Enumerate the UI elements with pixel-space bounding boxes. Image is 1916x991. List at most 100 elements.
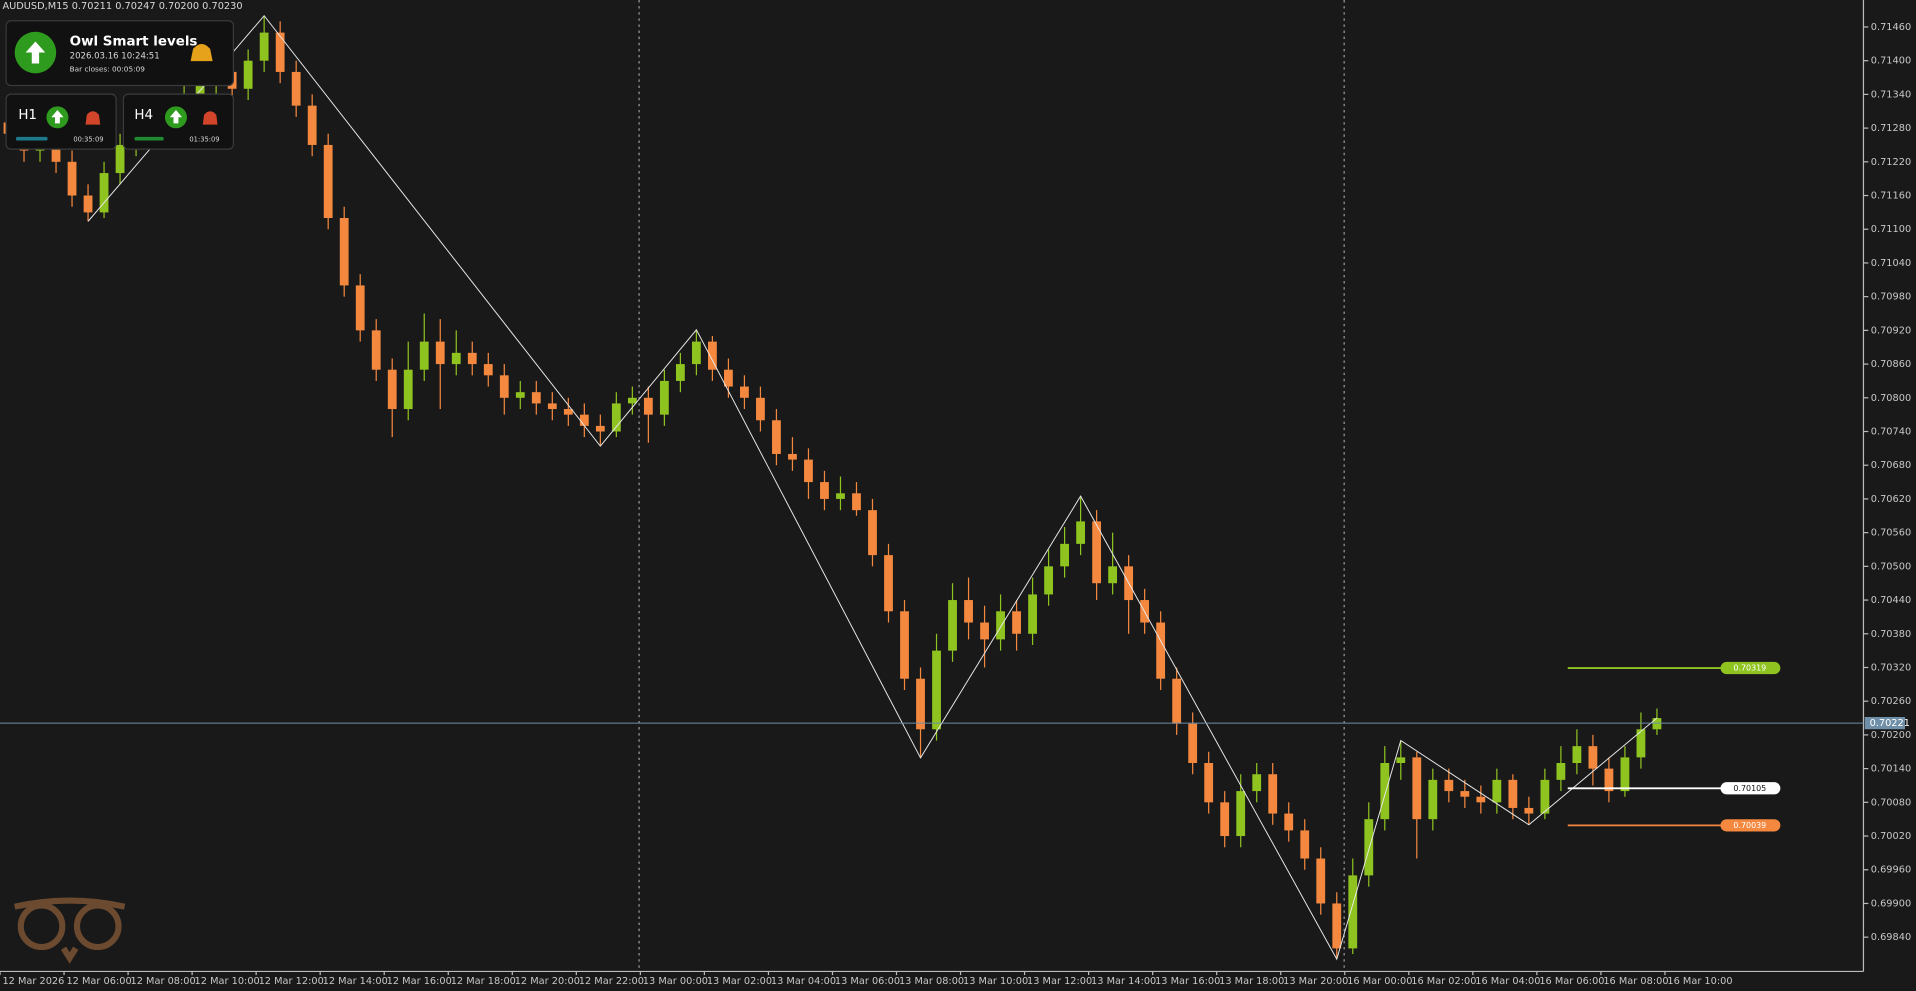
y-tick-label: 0.69960: [1871, 865, 1911, 876]
candle-body: [419, 341, 429, 370]
candle-body: [932, 650, 941, 730]
level-badge: [1720, 819, 1781, 832]
candle-body: [804, 459, 813, 483]
y-tick-label: 0.71100: [1871, 224, 1911, 235]
candle-body: [643, 397, 653, 415]
candle-body: [483, 364, 493, 376]
candle-body: [403, 369, 413, 410]
candle-body: [1508, 779, 1518, 808]
candle-body: [611, 403, 621, 432]
candle-body: [451, 352, 461, 365]
symbol-header: AUDUSD,M15 0.70211 0.70247 0.70200 0.702…: [2, 1, 242, 12]
candle-body: [115, 144, 125, 174]
h1-progress: [15, 136, 48, 141]
x-tick-label: 12 Mar 18:00: [451, 976, 516, 987]
candle-body: [788, 453, 797, 460]
candle-body: [1284, 813, 1294, 831]
x-tick-label: 12 Mar 10:00: [195, 976, 260, 987]
candle-body: [916, 678, 925, 730]
y-tick-label: 0.70260: [1871, 696, 1911, 707]
x-tick-label: 12 Mar 06:00: [66, 976, 131, 987]
candle-body: [259, 32, 269, 61]
candle-body: [675, 364, 685, 381]
y-tick-label: 0.70800: [1871, 393, 1911, 404]
x-tick-label: 12 Mar 20:00: [515, 976, 580, 987]
candle-body: [1380, 762, 1390, 820]
alarm-icon: [190, 43, 213, 62]
y-tick-label: 0.70020: [1871, 831, 1911, 842]
candle-body: [996, 611, 1005, 640]
candle-body: [900, 611, 909, 679]
candle-body: [1076, 521, 1086, 544]
candle-body: [964, 600, 973, 623]
candle-body: [467, 352, 477, 365]
h4-timer: 01:35:09: [189, 135, 219, 143]
candle-body: [275, 32, 285, 72]
x-tick-label: 12 Mar 2026: [2, 976, 64, 987]
current-price-label: 0.70221: [1870, 718, 1910, 729]
y-tick-label: 0.70440: [1871, 595, 1911, 606]
y-tick-label: 0.70980: [1871, 292, 1911, 303]
owl-logo: [14, 897, 126, 964]
candle-body: [1524, 807, 1534, 814]
candle-body: [1412, 757, 1422, 820]
candle-body: [1540, 779, 1550, 814]
y-tick-label: 0.69840: [1871, 932, 1911, 943]
candle-body: [67, 161, 77, 196]
x-tick-label: 16 Mar 00:00: [1347, 976, 1412, 987]
y-tick-label: 0.70500: [1871, 561, 1911, 572]
candle-body: [1108, 566, 1118, 584]
candle-body: [1604, 768, 1614, 792]
candle-body: [1316, 858, 1326, 904]
panel-title: Owl Smart levels: [70, 35, 198, 50]
candle-body: [595, 425, 605, 432]
y-tick-label: 0.71040: [1871, 258, 1911, 269]
x-tick-label: 13 Mar 12:00: [1027, 976, 1092, 987]
candle-body: [1636, 729, 1646, 758]
y-tick-label: 0.71220: [1871, 157, 1911, 168]
candle-body: [307, 105, 317, 145]
candle-body: [515, 392, 525, 398]
candle-body: [1492, 779, 1502, 803]
candle-body: [740, 386, 749, 398]
candle-body: [772, 420, 781, 454]
candle-body: [868, 510, 877, 556]
x-tick-label: 13 Mar 10:00: [963, 976, 1028, 987]
y-tick-label: 0.70920: [1871, 325, 1911, 336]
candle-body: [435, 341, 445, 365]
candle-body: [1236, 791, 1246, 837]
h1-arrow: [51, 109, 64, 124]
candle-body: [1188, 723, 1198, 763]
candle-body: [1204, 762, 1214, 803]
level-badge: [1720, 782, 1781, 795]
candle-body: [627, 397, 637, 404]
candle-body: [195, 83, 205, 95]
candle-body: [1268, 774, 1278, 814]
candle-body: [1428, 779, 1438, 820]
main-panel: [5, 20, 235, 87]
candle-body: [1396, 757, 1406, 763]
x-tick-label: 16 Mar 06:00: [1539, 976, 1604, 987]
candle-body: [1348, 875, 1358, 949]
x-tick-label: 16 Mar 08:00: [1603, 976, 1668, 987]
y-tick-label: 0.71160: [1871, 191, 1911, 202]
x-tick-label: 16 Mar 04:00: [1475, 976, 1540, 987]
x-tick-label: 12 Mar 08:00: [131, 976, 196, 987]
candle-body: [323, 144, 333, 219]
y-tick-label: 0.70200: [1871, 730, 1911, 741]
y-tick-label: 0.70320: [1871, 662, 1911, 673]
owl-panel: Owl Smart levels 2026.03.16 10:24:51 Bar…: [5, 20, 235, 150]
y-tick-label: 0.70740: [1871, 427, 1911, 438]
x-tick-label: 16 Mar 02:00: [1411, 976, 1476, 987]
x-tick-label: 13 Mar 04:00: [771, 976, 836, 987]
level-label: 0.70319: [1733, 664, 1766, 673]
candle-body: [1220, 802, 1230, 837]
up-arrow: [25, 41, 46, 64]
logo-eye: [73, 902, 122, 951]
level-badge: [1720, 661, 1781, 675]
h1-timer: 00:35:09: [73, 135, 103, 143]
candle-body: [884, 555, 893, 612]
x-tick-label: 13 Mar 08:00: [899, 976, 964, 987]
